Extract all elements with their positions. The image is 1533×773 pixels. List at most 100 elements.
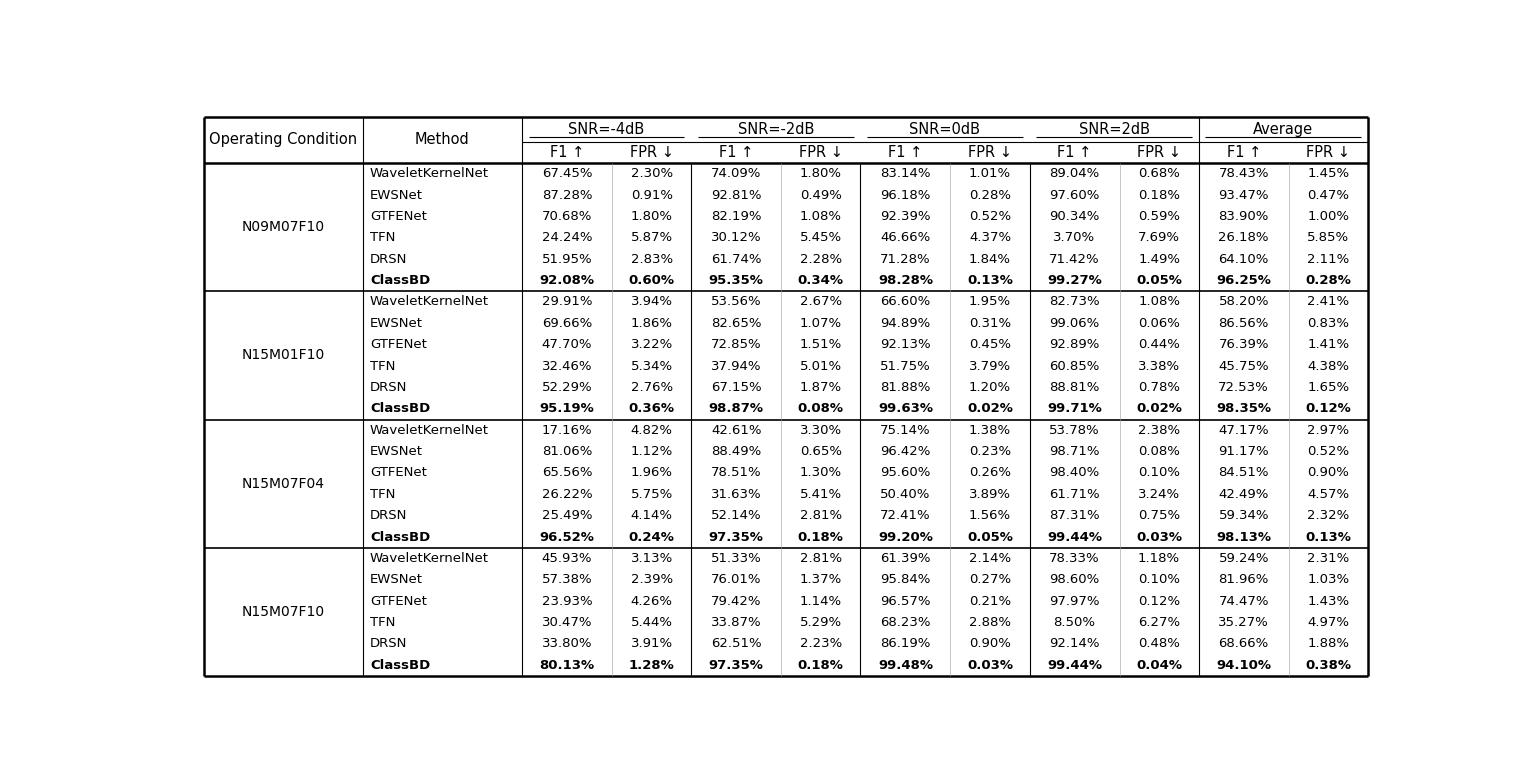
Text: 1.80%: 1.80% [800,167,842,180]
Text: 0.60%: 0.60% [629,274,675,287]
Text: 95.35%: 95.35% [708,274,763,287]
Text: 0.18%: 0.18% [1137,189,1180,202]
Text: 8.50%: 8.50% [1053,616,1096,629]
Text: 1.86%: 1.86% [630,317,673,330]
Text: FPR ↓: FPR ↓ [1306,145,1351,160]
Text: EWSNet: EWSNet [369,445,423,458]
Text: GTFENet: GTFENet [369,339,426,351]
Text: ClassBD: ClassBD [369,274,431,287]
Text: 2.32%: 2.32% [1308,509,1349,523]
Text: 1.96%: 1.96% [630,466,673,479]
Text: 0.08%: 0.08% [797,402,843,415]
Text: 1.12%: 1.12% [630,445,673,458]
Text: 83.90%: 83.90% [1219,210,1269,223]
Text: 92.39%: 92.39% [880,210,931,223]
Text: 79.42%: 79.42% [711,594,762,608]
Text: 5.45%: 5.45% [800,231,842,244]
Text: 93.47%: 93.47% [1219,189,1269,202]
Text: 1.38%: 1.38% [969,424,1012,437]
Text: 3.38%: 3.38% [1137,359,1180,373]
Text: SNR=2dB: SNR=2dB [1079,121,1150,137]
Text: 1.45%: 1.45% [1308,167,1349,180]
Text: WaveletKernelNet: WaveletKernelNet [369,424,489,437]
Text: 69.66%: 69.66% [543,317,592,330]
Text: 0.12%: 0.12% [1306,402,1351,415]
Text: 3.91%: 3.91% [630,638,673,651]
Text: 0.02%: 0.02% [1136,402,1182,415]
Text: 0.28%: 0.28% [1305,274,1351,287]
Text: WaveletKernelNet: WaveletKernelNet [369,552,489,565]
Text: 31.63%: 31.63% [711,488,762,501]
Text: FPR ↓: FPR ↓ [799,145,843,160]
Text: 0.13%: 0.13% [967,274,1013,287]
Text: N15M07F10: N15M07F10 [242,605,325,619]
Text: 0.02%: 0.02% [967,402,1013,415]
Text: 91.17%: 91.17% [1219,445,1269,458]
Text: GTFENet: GTFENet [369,594,426,608]
Text: 87.31%: 87.31% [1049,509,1099,523]
Text: 5.75%: 5.75% [630,488,673,501]
Text: 81.06%: 81.06% [541,445,592,458]
Text: 0.59%: 0.59% [1137,210,1180,223]
Text: Average: Average [1252,121,1314,137]
Text: 92.89%: 92.89% [1050,339,1099,351]
Text: 57.38%: 57.38% [541,574,592,587]
Text: DRSN: DRSN [369,381,408,394]
Text: WaveletKernelNet: WaveletKernelNet [369,295,489,308]
Text: 64.10%: 64.10% [1219,253,1269,266]
Text: 2.38%: 2.38% [1137,424,1180,437]
Text: 3.70%: 3.70% [1053,231,1096,244]
Text: 0.90%: 0.90% [1308,466,1349,479]
Text: 45.93%: 45.93% [541,552,592,565]
Text: N09M07F10: N09M07F10 [242,220,325,234]
Text: 5.01%: 5.01% [800,359,842,373]
Text: 61.74%: 61.74% [711,253,762,266]
Text: 0.83%: 0.83% [1308,317,1349,330]
Text: 2.81%: 2.81% [800,509,842,523]
Text: ClassBD: ClassBD [369,402,431,415]
Text: EWSNet: EWSNet [369,189,423,202]
Text: 96.18%: 96.18% [880,189,931,202]
Text: TFN: TFN [369,488,396,501]
Text: 0.65%: 0.65% [800,445,842,458]
Text: 82.73%: 82.73% [1049,295,1099,308]
Text: 98.71%: 98.71% [1049,445,1099,458]
Text: 72.41%: 72.41% [880,509,931,523]
Text: 1.95%: 1.95% [969,295,1012,308]
Text: N15M01F10: N15M01F10 [242,349,325,363]
Text: 0.04%: 0.04% [1136,659,1182,672]
Text: 4.14%: 4.14% [630,509,673,523]
Text: 5.85%: 5.85% [1308,231,1349,244]
Text: 68.23%: 68.23% [880,616,931,629]
Text: F1 ↑: F1 ↑ [719,145,753,160]
Text: 26.22%: 26.22% [541,488,592,501]
Text: 88.81%: 88.81% [1050,381,1099,394]
Text: DRSN: DRSN [369,253,408,266]
Text: 0.52%: 0.52% [1308,445,1349,458]
Text: 94.10%: 94.10% [1216,659,1271,672]
Text: 99.44%: 99.44% [1047,530,1102,543]
Text: 96.42%: 96.42% [880,445,931,458]
Text: 0.03%: 0.03% [1136,530,1182,543]
Text: 87.28%: 87.28% [541,189,592,202]
Text: 1.37%: 1.37% [800,574,842,587]
Text: 82.65%: 82.65% [711,317,762,330]
Text: 1.00%: 1.00% [1308,210,1349,223]
Text: TFN: TFN [369,616,396,629]
Text: 2.30%: 2.30% [630,167,673,180]
Text: 23.93%: 23.93% [541,594,592,608]
Text: GTFENet: GTFENet [369,210,426,223]
Text: F1 ↑: F1 ↑ [550,145,584,160]
Text: 97.97%: 97.97% [1049,594,1099,608]
Text: 2.41%: 2.41% [1308,295,1349,308]
Text: 51.75%: 51.75% [880,359,931,373]
Text: 32.46%: 32.46% [541,359,592,373]
Text: FPR ↓: FPR ↓ [1137,145,1180,160]
Text: 0.28%: 0.28% [969,189,1010,202]
Text: 2.67%: 2.67% [800,295,842,308]
Text: 76.01%: 76.01% [711,574,762,587]
Text: 24.24%: 24.24% [541,231,592,244]
Text: 92.13%: 92.13% [880,339,931,351]
Text: 59.34%: 59.34% [1219,509,1269,523]
Text: Operating Condition: Operating Condition [208,132,357,148]
